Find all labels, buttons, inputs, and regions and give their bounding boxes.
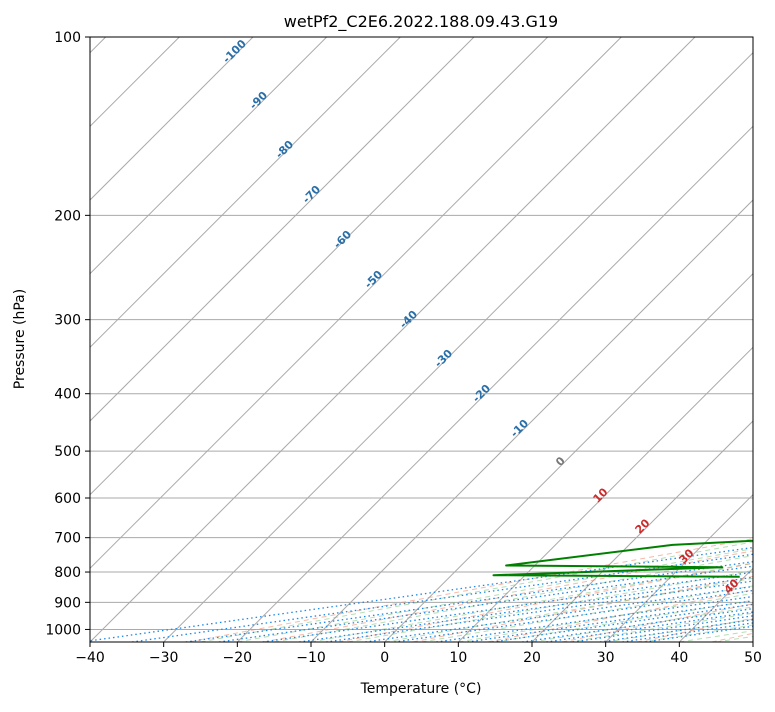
moist-adiabat-label: 10 bbox=[591, 485, 611, 505]
x-tick-label: −10 bbox=[296, 650, 326, 666]
y-axis-label: Pressure (hPa) bbox=[12, 289, 28, 389]
x-tick-label: 40 bbox=[670, 650, 688, 666]
isotherm-line bbox=[0, 37, 253, 642]
dry-adiabat-line bbox=[413, 37, 775, 642]
dry-adiabat-label: -60 bbox=[331, 228, 354, 251]
moist-adiabat-label: 40 bbox=[722, 576, 742, 596]
isotherm-line bbox=[164, 37, 769, 642]
dry-adiabat-label: -40 bbox=[397, 308, 420, 331]
isotherm-line bbox=[753, 37, 775, 642]
mixing-ratio-line bbox=[186, 424, 775, 642]
moist-adiabat-line bbox=[569, 37, 775, 642]
isotherm-line bbox=[16, 37, 621, 642]
x-tick-label: −40 bbox=[75, 650, 105, 666]
moist-adiabat-line bbox=[311, 37, 775, 642]
dry-adiabat-label: -10 bbox=[508, 417, 531, 440]
mixing-ratio-line bbox=[622, 424, 775, 642]
isotherm-line bbox=[0, 37, 400, 642]
dry-adiabat-line bbox=[338, 37, 775, 642]
dry-adiabat-label: -90 bbox=[247, 89, 270, 112]
x-tick-label: 30 bbox=[597, 650, 615, 666]
moist-adiabat-line bbox=[753, 37, 775, 642]
y-tick-label: 100 bbox=[54, 30, 81, 46]
dry-adiabat-label: -50 bbox=[362, 268, 385, 291]
moist-adiabat-label: 20 bbox=[633, 516, 653, 536]
dry-adiabat-line bbox=[637, 37, 775, 642]
isotherm-line bbox=[679, 37, 775, 642]
dry-adiabat-label: -20 bbox=[470, 382, 493, 405]
moist-adiabat-line bbox=[495, 37, 775, 642]
mixing-ratio-line bbox=[468, 424, 775, 642]
isotherm-line bbox=[237, 37, 775, 642]
y-tick-label: 900 bbox=[54, 595, 81, 611]
isotherm-line bbox=[0, 37, 327, 642]
y-tick-label: 300 bbox=[54, 313, 81, 329]
dewpoint-profile-line bbox=[494, 37, 775, 577]
x-tick-label: −30 bbox=[149, 650, 179, 666]
mixing-ratio-line bbox=[132, 424, 775, 642]
moist-adiabat-line bbox=[643, 37, 775, 642]
dry-adiabat-line bbox=[712, 37, 775, 642]
dry-adiabat-line bbox=[264, 37, 775, 642]
x-tick-label: 20 bbox=[523, 650, 541, 666]
x-tick-label: 50 bbox=[744, 650, 762, 666]
moist-adiabat-line bbox=[237, 37, 775, 642]
moist-adiabat-line bbox=[716, 37, 775, 642]
y-tick-label: 400 bbox=[54, 387, 81, 403]
x-tick-label: −20 bbox=[223, 650, 253, 666]
isotherm-line bbox=[311, 37, 775, 642]
isotherm-line bbox=[0, 37, 474, 642]
x-tick-label: 0 bbox=[380, 650, 389, 666]
mixing-ratio-line bbox=[263, 424, 775, 642]
y-tick-label: 500 bbox=[54, 444, 81, 460]
dry-adiabat-label: -70 bbox=[300, 183, 323, 206]
plot-frame bbox=[90, 37, 753, 642]
isotherm-line bbox=[385, 37, 775, 642]
x-tick-label: 10 bbox=[449, 650, 467, 666]
mixing-ratio-line bbox=[82, 424, 775, 642]
isotherm-line bbox=[90, 37, 695, 642]
x-axis-label: Temperature (°C) bbox=[360, 681, 482, 697]
dry-adiabat-label: -80 bbox=[273, 138, 296, 161]
moist-adiabat-line bbox=[348, 37, 775, 642]
y-tick-label: 200 bbox=[54, 208, 81, 224]
moist-adiabat-line bbox=[532, 37, 775, 642]
y-tick-label: 600 bbox=[54, 491, 81, 507]
mixing-ratio-line bbox=[573, 424, 775, 642]
moist-adiabat-line bbox=[422, 37, 775, 642]
isotherm-line bbox=[532, 37, 775, 642]
y-tick-label: 700 bbox=[54, 531, 81, 547]
y-tick-label: 800 bbox=[54, 565, 81, 581]
moist-adiabat-line bbox=[679, 37, 775, 642]
mixing-ratio-line bbox=[326, 424, 775, 642]
chart-title: wetPf2_C2E6.2022.188.09.43.G19 bbox=[284, 12, 558, 32]
moist-adiabat-line bbox=[385, 37, 775, 642]
dry-adiabat-label: -100 bbox=[220, 37, 249, 66]
dry-adiabat-line bbox=[562, 37, 775, 642]
y-tick-label: 1000 bbox=[45, 622, 81, 638]
dry-adiabat-label: -30 bbox=[432, 347, 455, 370]
